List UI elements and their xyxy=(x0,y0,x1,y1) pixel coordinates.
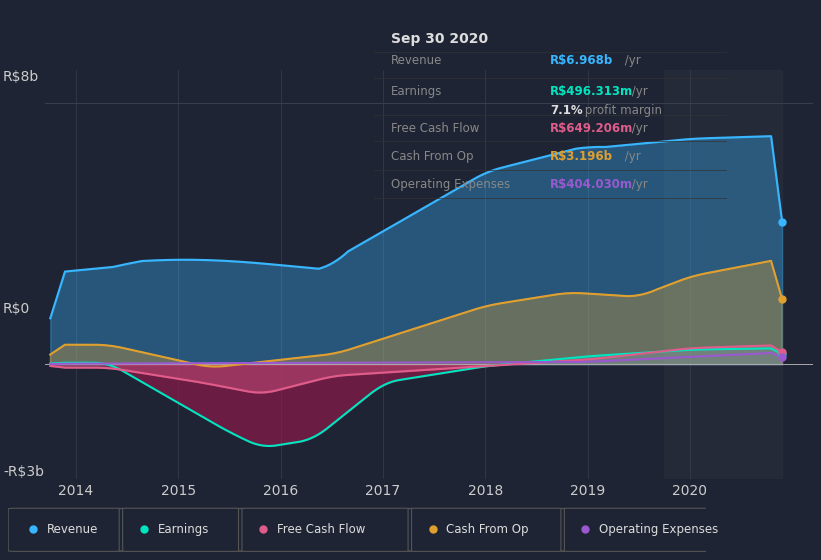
Text: Earnings: Earnings xyxy=(392,85,443,97)
Text: R$8b: R$8b xyxy=(3,70,39,84)
Text: Revenue: Revenue xyxy=(47,522,98,536)
Text: R$649.206m: R$649.206m xyxy=(550,122,633,135)
Text: R$0: R$0 xyxy=(3,302,30,316)
Text: Sep 30 2020: Sep 30 2020 xyxy=(392,32,488,46)
Text: Free Cash Flow: Free Cash Flow xyxy=(277,522,365,536)
Text: -R$3b: -R$3b xyxy=(3,465,44,479)
Text: Free Cash Flow: Free Cash Flow xyxy=(392,122,479,135)
Text: Operating Expenses: Operating Expenses xyxy=(392,179,511,192)
Text: R$6.968b: R$6.968b xyxy=(550,54,613,67)
Text: R$404.030m: R$404.030m xyxy=(550,179,633,192)
Text: Revenue: Revenue xyxy=(392,54,443,67)
Text: R$3.196b: R$3.196b xyxy=(550,150,613,163)
Text: 7.1%: 7.1% xyxy=(550,104,583,117)
Text: /yr: /yr xyxy=(621,54,640,67)
Text: R$496.313m: R$496.313m xyxy=(550,85,633,97)
Text: Operating Expenses: Operating Expenses xyxy=(599,522,718,536)
Text: Cash From Op: Cash From Op xyxy=(447,522,529,536)
Text: /yr: /yr xyxy=(628,122,648,135)
Text: /yr: /yr xyxy=(628,85,648,97)
Text: Earnings: Earnings xyxy=(158,522,209,536)
Text: /yr: /yr xyxy=(621,150,640,163)
Bar xyxy=(664,70,782,479)
Text: profit margin: profit margin xyxy=(581,104,663,117)
Text: Cash From Op: Cash From Op xyxy=(392,150,474,163)
Text: /yr: /yr xyxy=(628,179,648,192)
